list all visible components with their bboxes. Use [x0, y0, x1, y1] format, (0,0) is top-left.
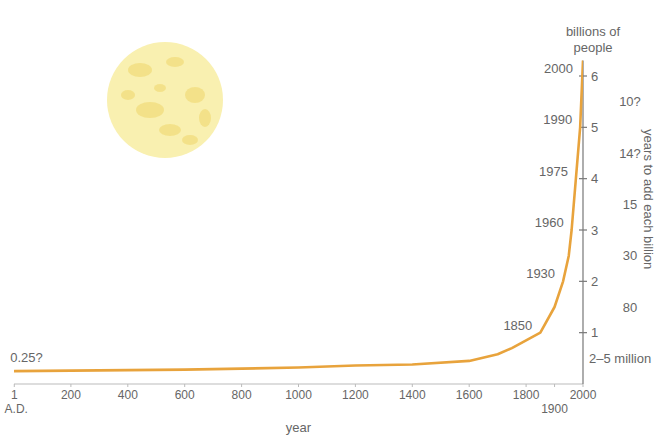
- sun-spot: [182, 135, 198, 145]
- years-per-billion-label: 30: [623, 248, 637, 263]
- x-tick: [583, 384, 584, 387]
- y-tick-label: 1: [591, 325, 598, 340]
- x-tick: [298, 384, 299, 387]
- x-tick: [241, 384, 242, 387]
- sun-spot: [159, 124, 181, 136]
- y-tick-label: 6: [591, 69, 598, 84]
- milestone-label: 1975: [539, 164, 568, 179]
- sun-spot: [136, 102, 164, 118]
- milestone-label: 2000: [544, 61, 573, 76]
- years-per-billion-title: years to add each billion: [641, 129, 656, 269]
- x-tick-label: 1600: [456, 388, 483, 402]
- y-axis-line: [582, 61, 583, 384]
- x-tick: [526, 384, 527, 387]
- sun-spot: [185, 87, 205, 103]
- x-tick-label: 200: [61, 388, 81, 402]
- x-tick-label: 600: [175, 388, 195, 402]
- x-tick-label: 1200: [342, 388, 369, 402]
- y-tick-label: 5: [591, 120, 598, 135]
- y-tick-label: 3: [591, 223, 598, 238]
- population-curve: [14, 61, 583, 372]
- milestone-label: 1990: [543, 112, 572, 127]
- x-tick-label: 800: [232, 388, 252, 402]
- x-tick: [412, 384, 413, 387]
- y-axis-title: billions ofpeople: [566, 24, 621, 55]
- plot-area: [14, 61, 583, 372]
- sun-spot: [166, 57, 184, 67]
- x-tick-label: 1000: [285, 388, 312, 402]
- x-tick: [14, 384, 15, 387]
- years-per-billion-label: 80: [623, 300, 637, 315]
- x-tick: [184, 384, 185, 387]
- sun-disc: [107, 42, 223, 158]
- sun-spot: [154, 84, 166, 92]
- years-per-billion-label: 2–5 million: [589, 351, 651, 366]
- x-tick-label: 400: [118, 388, 138, 402]
- annotation: 0.25?: [10, 350, 43, 365]
- x-tick-label: 1400: [399, 388, 426, 402]
- x-tick: [127, 384, 128, 387]
- years-per-billion-label: 14?: [619, 146, 641, 161]
- y-tick-label: 2: [591, 274, 598, 289]
- x-tick-label: 1900: [541, 402, 568, 416]
- x-tick: [70, 384, 71, 387]
- y-tick: [579, 281, 587, 282]
- milestone-label: 1850: [503, 318, 532, 333]
- y-tick: [579, 178, 587, 179]
- annotation: A.D.: [5, 402, 28, 416]
- x-axis-title: year: [286, 420, 312, 435]
- milestone-label: 1960: [535, 215, 564, 230]
- years-per-billion-label: 15: [623, 197, 637, 212]
- y-tick-label: 4: [591, 171, 598, 186]
- sun-spot: [128, 63, 152, 77]
- x-tick-label: 1: [11, 388, 18, 402]
- sun-spot: [121, 90, 135, 100]
- sun-spot: [199, 109, 211, 127]
- milestone-label: 1930: [526, 266, 555, 281]
- y-tick: [579, 229, 587, 230]
- y-tick: [579, 332, 587, 333]
- x-tick-label: 1800: [513, 388, 540, 402]
- x-tick: [554, 384, 555, 387]
- years-per-billion-label: 10?: [619, 94, 641, 109]
- x-tick: [469, 384, 470, 387]
- x-tick: [355, 384, 356, 387]
- sun: [107, 42, 223, 158]
- chart: 1234561200400600800100012001400160018001…: [0, 0, 660, 440]
- x-tick-label: 2000: [570, 388, 597, 402]
